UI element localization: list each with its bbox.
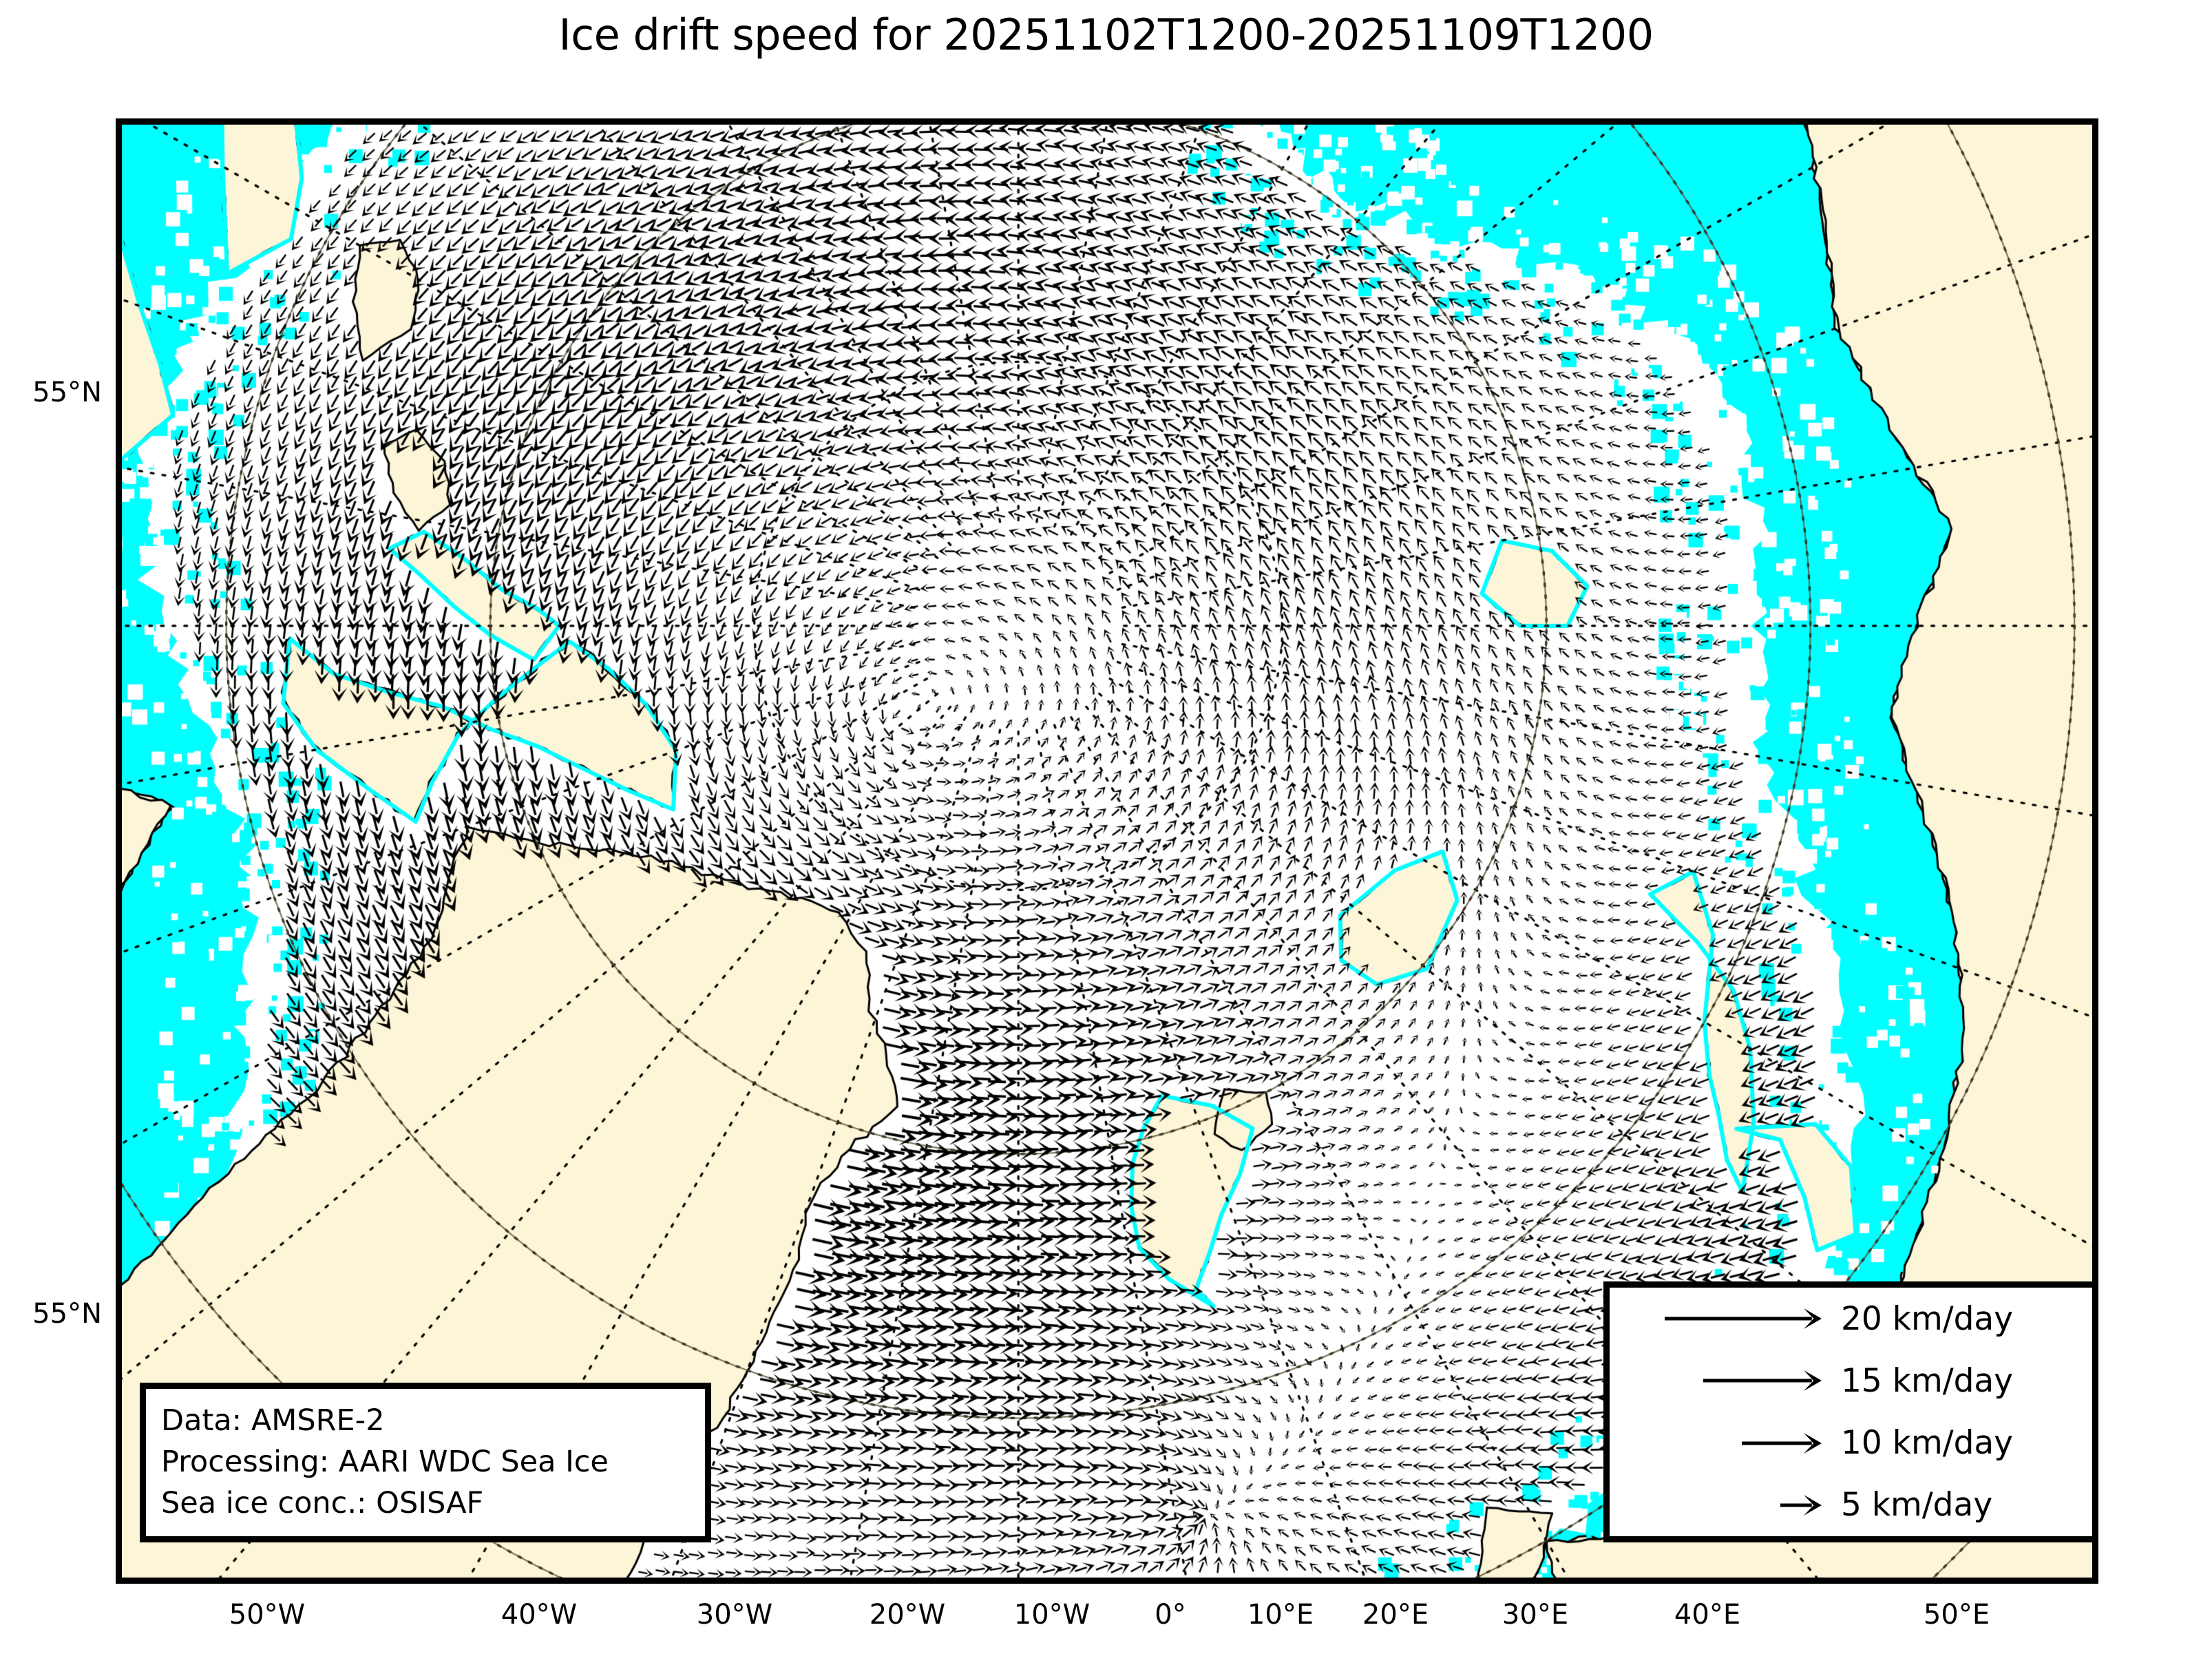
lon-tick-label-3: 20°W [869, 1599, 946, 1631]
lon-tick-label-9: 40°E [1674, 1599, 1741, 1631]
data-attribution-box: Data: AMSRE-2 Processing: AARI WDC Sea I… [140, 1383, 711, 1542]
lon-tick-label-6: 10°E [1247, 1599, 1314, 1631]
legend-arrow-icon-10 [1742, 1432, 1822, 1454]
legend-row-20: 20 km/day [1610, 1288, 2092, 1350]
legend-arrow-icon-15 [1703, 1370, 1822, 1392]
lon-tick-label-10: 50°E [1923, 1599, 1990, 1631]
legend-label-15: 15 km/day [1841, 1361, 2014, 1400]
page-title: Ice drift speed for 20251102T1200-202511… [558, 10, 1654, 60]
lon-tick-label-8: 30°E [1502, 1599, 1569, 1631]
lon-tick-label-5: 0° [1155, 1599, 1186, 1631]
attribution-line-processing: Processing: AARI WDC Sea Ice [161, 1445, 609, 1479]
legend-label-20: 20 km/day [1841, 1299, 2014, 1338]
legend-arrow-cell-20 [1610, 1288, 1837, 1350]
legend-arrow-icon-5 [1780, 1494, 1822, 1516]
legend-arrow-cell-15 [1610, 1350, 1837, 1412]
lon-tick-label-4: 10°W [1013, 1599, 1091, 1631]
attribution-line-conc: Sea ice conc.: OSISAF [161, 1486, 484, 1520]
legend-arrow-cell-5 [1610, 1474, 1837, 1536]
legend-row-15: 15 km/day [1610, 1350, 2092, 1412]
map-plot-area[interactable] [116, 118, 2098, 1584]
speed-scale-legend: 20 km/day 15 km/day 10 km/day 5 km/day [1603, 1281, 2098, 1542]
legend-arrow-cell-10 [1610, 1412, 1837, 1474]
lon-tick-label-0: 50°W [229, 1599, 306, 1631]
attribution-line-data: Data: AMSRE-2 [161, 1403, 385, 1438]
lon-tick-label-2: 30°W [696, 1599, 773, 1631]
legend-label-5: 5 km/day [1841, 1486, 1993, 1525]
legend-row-10: 10 km/day [1610, 1412, 2092, 1474]
lon-tick-label-7: 20°E [1362, 1599, 1429, 1631]
legend-row-5: 5 km/day [1610, 1474, 2092, 1536]
legend-label-10: 10 km/day [1841, 1424, 2014, 1463]
lon-tick-label-1: 40°W [501, 1599, 578, 1631]
lat-tick-label-1: 55°N [32, 1298, 102, 1330]
lat-tick-label-0: 55°N [32, 377, 102, 408]
legend-arrow-icon-20 [1665, 1308, 1822, 1330]
